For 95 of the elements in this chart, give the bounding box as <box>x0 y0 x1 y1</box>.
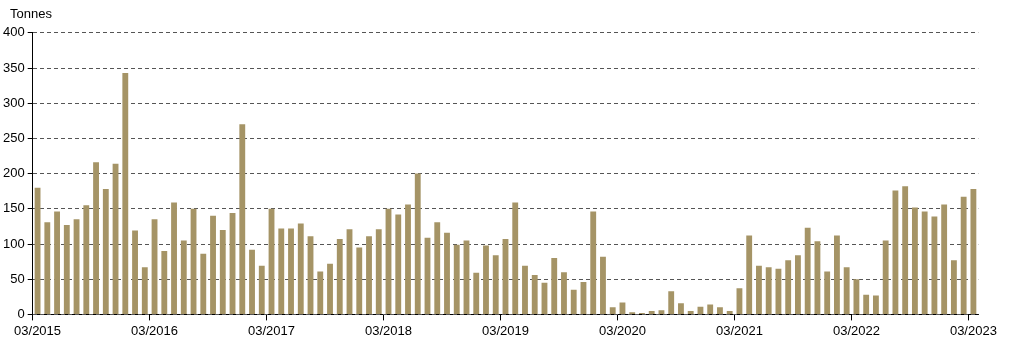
bar <box>180 240 187 314</box>
bar <box>902 186 909 314</box>
bar <box>317 271 324 314</box>
bar <box>824 271 831 314</box>
bar <box>297 223 304 314</box>
bar <box>288 228 294 314</box>
bar <box>853 279 860 314</box>
bar <box>600 256 606 314</box>
bar <box>687 310 694 314</box>
bar <box>970 189 977 314</box>
x-tick-label: 03/2015 <box>14 322 62 338</box>
bar <box>561 272 567 314</box>
bar <box>658 310 665 314</box>
bar <box>44 222 51 314</box>
bar <box>336 239 343 314</box>
x-tick-label: 03/2016 <box>131 322 179 338</box>
bar <box>161 251 168 314</box>
bar <box>375 229 382 314</box>
bar <box>327 263 333 314</box>
bar <box>911 207 918 314</box>
bar <box>960 196 967 314</box>
bar <box>492 255 499 314</box>
x-tick-label: 03/2023 <box>949 322 997 338</box>
bar <box>210 215 216 314</box>
bar <box>882 240 889 314</box>
bar <box>551 258 558 314</box>
bar <box>931 216 938 314</box>
bar <box>171 202 177 314</box>
x-tick-label: 03/2017 <box>248 322 296 338</box>
bar <box>278 228 285 314</box>
bar <box>405 204 411 314</box>
y-tick-label: 0 <box>17 305 25 321</box>
bar <box>590 211 597 314</box>
x-tick-label: 03/2021 <box>715 322 763 338</box>
bar <box>756 265 762 314</box>
bar <box>678 303 684 314</box>
bar <box>132 230 138 314</box>
y-tick-label: 100 <box>2 235 25 251</box>
bar <box>239 124 246 314</box>
bar <box>746 235 753 314</box>
bar <box>483 245 489 314</box>
x-tick-label: 03/2019 <box>481 322 529 338</box>
y-tick-label: 400 <box>2 24 25 40</box>
bar <box>863 294 870 314</box>
bar <box>648 310 655 314</box>
bar <box>83 205 90 314</box>
bar <box>570 289 577 314</box>
bar <box>717 307 723 314</box>
y-axis-title: Tonnes <box>10 6 52 21</box>
y-tick-label: 300 <box>2 94 25 110</box>
bar <box>122 72 129 314</box>
bar <box>531 274 538 314</box>
bar <box>366 236 372 314</box>
bar <box>619 302 626 314</box>
bar <box>726 310 733 314</box>
bar <box>444 232 450 314</box>
x-tick-label: 03/2020 <box>598 322 646 338</box>
bar <box>414 173 421 314</box>
bar <box>804 227 811 314</box>
bar <box>356 247 363 314</box>
bar <box>707 304 714 314</box>
bar <box>522 265 528 314</box>
bar <box>668 291 675 314</box>
bar <box>434 222 441 314</box>
bar <box>892 190 899 314</box>
bar <box>102 189 109 314</box>
bar <box>609 307 616 314</box>
x-tick-label: 03/2018 <box>365 322 412 338</box>
bar <box>200 253 207 314</box>
bar <box>54 211 60 314</box>
bar <box>63 224 70 314</box>
bar <box>512 202 519 314</box>
bar <box>141 267 148 314</box>
bar <box>921 211 928 314</box>
bar <box>453 244 460 314</box>
bar <box>473 272 480 314</box>
bar <box>258 265 265 314</box>
y-tick-label: 50 <box>10 270 25 286</box>
bar <box>843 267 850 314</box>
bar <box>950 260 957 314</box>
bar <box>249 249 255 314</box>
bar <box>219 229 226 314</box>
x-tick-label: 03/2022 <box>832 322 880 338</box>
y-tick-label: 200 <box>2 165 25 181</box>
bar <box>872 295 879 314</box>
bar <box>795 255 801 314</box>
bar <box>834 235 840 314</box>
bar <box>785 260 792 314</box>
y-tick-label: 150 <box>2 200 25 216</box>
y-tick-label: 250 <box>2 129 25 145</box>
bar <box>395 214 402 314</box>
bar <box>765 267 772 314</box>
y-tick-label: 350 <box>2 59 25 75</box>
bar <box>93 162 99 314</box>
bar <box>941 204 948 314</box>
